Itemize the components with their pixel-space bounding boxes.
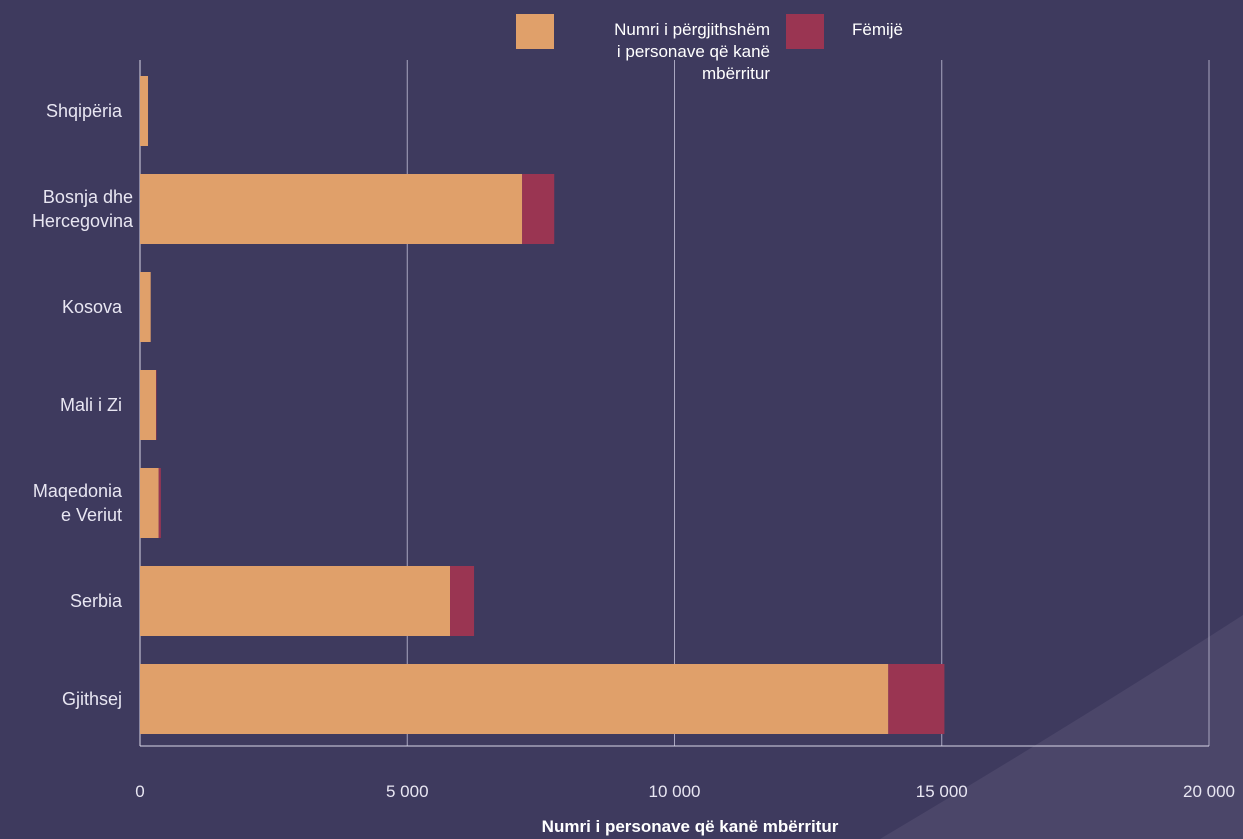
- bar-total-3: [140, 370, 157, 440]
- category-label-2-line-0: Kosova: [61, 297, 122, 317]
- bar-total-2: [140, 272, 151, 342]
- category-label-0: Shqipëria: [46, 99, 122, 123]
- x-axis-title: Numri i personave që kanë mbërritur: [541, 817, 839, 836]
- legend-swatch-children: [786, 14, 824, 49]
- bar-total-0: [140, 76, 149, 146]
- category-label-3: Mali i Zi: [60, 393, 122, 417]
- x-tick-label-4: 20 000: [1183, 782, 1235, 801]
- category-label-1: Bosnja dhe Hercegovina: [32, 185, 133, 233]
- bar-total-6: [140, 664, 889, 734]
- category-label-5-line-0: Serbia: [69, 591, 122, 611]
- category-label-5: Serbia: [70, 589, 122, 613]
- legend-label-total-line-2: i personave që kanë: [616, 42, 770, 61]
- category-label-4-line-1: e Veriut: [60, 505, 122, 525]
- bar-total-5: [140, 566, 451, 636]
- bar-total-4: [140, 468, 159, 538]
- bar-children-6: [888, 664, 945, 734]
- category-label-6-line-0: Gjithsej: [61, 689, 122, 709]
- category-label-1-line-1: Hercegovina: [31, 211, 133, 231]
- bar-children-5: [450, 566, 475, 636]
- x-tick-label-0: 0: [135, 782, 145, 801]
- legend-label-children: Fëmijë: [852, 20, 904, 39]
- category-label-1-line-0: Bosnja dhe: [42, 187, 133, 207]
- category-label-6: Gjithsej: [62, 687, 122, 711]
- x-tick-label-3: 15 000: [915, 782, 968, 801]
- x-tick-label-2: 10 000: [648, 782, 701, 801]
- category-label-3-line-0: Mali i Zi: [60, 395, 122, 415]
- x-tick-label-1: 5 000: [385, 782, 429, 801]
- category-label-0-line-0: Shqipëria: [45, 101, 122, 121]
- legend-swatch-total: [516, 14, 554, 49]
- category-label-4: Maqedonia e Veriut: [33, 479, 122, 527]
- legend-label-total-line-3: mbërritur: [701, 64, 770, 83]
- bar-children-3: [156, 370, 157, 440]
- bar-total-1: [140, 174, 523, 244]
- legend-label-total: Numri i përgjithshëm i personave që kanë…: [560, 19, 770, 85]
- bar-children-1: [522, 174, 555, 244]
- legend: Numri i përgjithshëm i personave që kanë…: [0, 14, 1243, 104]
- category-label-4-line-0: Maqedonia: [32, 481, 122, 501]
- bar-children-4: [158, 468, 161, 538]
- category-label-2: Kosova: [62, 295, 122, 319]
- legend-label-total-line-1: Numri i përgjithshëm: [614, 20, 770, 39]
